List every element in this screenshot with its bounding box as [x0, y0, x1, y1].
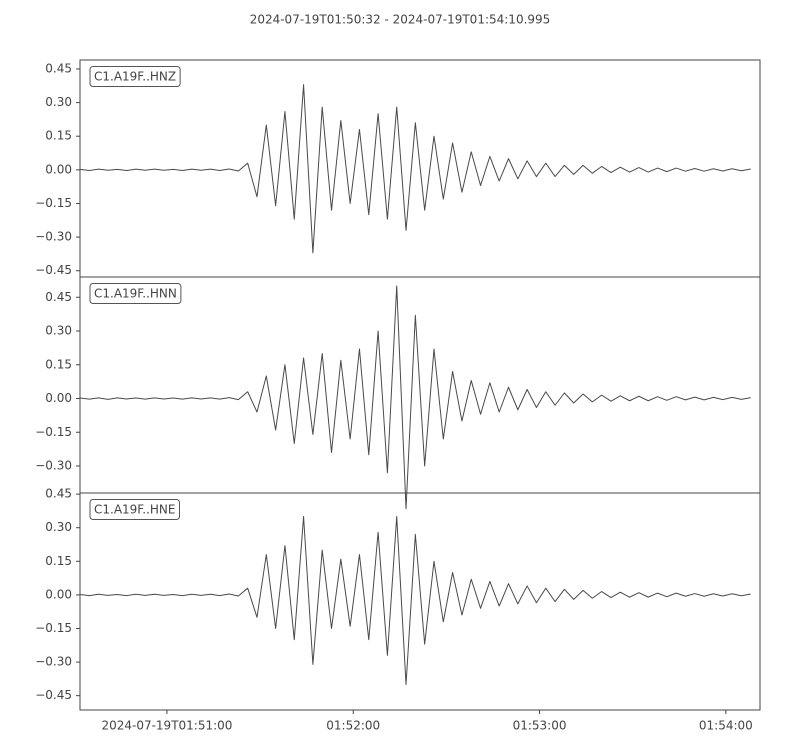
y-tick-label: −0.30 [35, 459, 72, 473]
chart-title: 2024-07-19T01:50:32 - 2024-07-19T01:54:1… [250, 13, 551, 27]
y-tick-label: 0.00 [45, 587, 72, 601]
y-tick-label: −0.15 [35, 621, 72, 635]
y-tick-label: 0.30 [45, 95, 72, 109]
y-tick-label: 0.15 [45, 357, 72, 371]
y-tick-label: 0.45 [45, 61, 72, 75]
y-tick-label: −0.15 [35, 196, 72, 210]
panel-frame [79, 492, 761, 711]
trace-label: C1.A19F..HNN [94, 287, 177, 301]
y-tick-label: 0.00 [45, 391, 72, 405]
x-tick-label: 01:54:00 [699, 719, 753, 733]
trace-label-box [89, 283, 182, 304]
waveform [79, 84, 751, 254]
trace-label-box [89, 66, 181, 87]
waveform [79, 516, 751, 685]
y-tick-label: 0.45 [45, 290, 72, 304]
x-tick-label: 2024-07-19T01:51:00 [101, 719, 232, 733]
trace-label-box [89, 499, 180, 520]
x-tick-label: 01:53:00 [513, 719, 567, 733]
trace-label: C1.A19F..HNE [94, 503, 176, 517]
y-tick-label: 0.30 [45, 520, 72, 534]
y-tick-label: −0.45 [35, 263, 72, 277]
y-tick-label: 0.15 [45, 554, 72, 568]
y-tick-label: −0.15 [35, 425, 72, 439]
y-tick-label: −0.45 [35, 688, 72, 702]
y-tick-label: −0.30 [35, 655, 72, 669]
waveform [79, 285, 751, 510]
y-tick-label: −0.30 [35, 230, 72, 244]
y-tick-label: 0.15 [45, 129, 72, 143]
trace-label: C1.A19F..HNZ [94, 70, 176, 84]
x-tick-label: 01:52:00 [326, 719, 380, 733]
y-tick-label: 0.30 [45, 324, 72, 338]
y-tick-label: 0.45 [45, 487, 72, 501]
y-tick-label: 0.00 [45, 162, 72, 176]
